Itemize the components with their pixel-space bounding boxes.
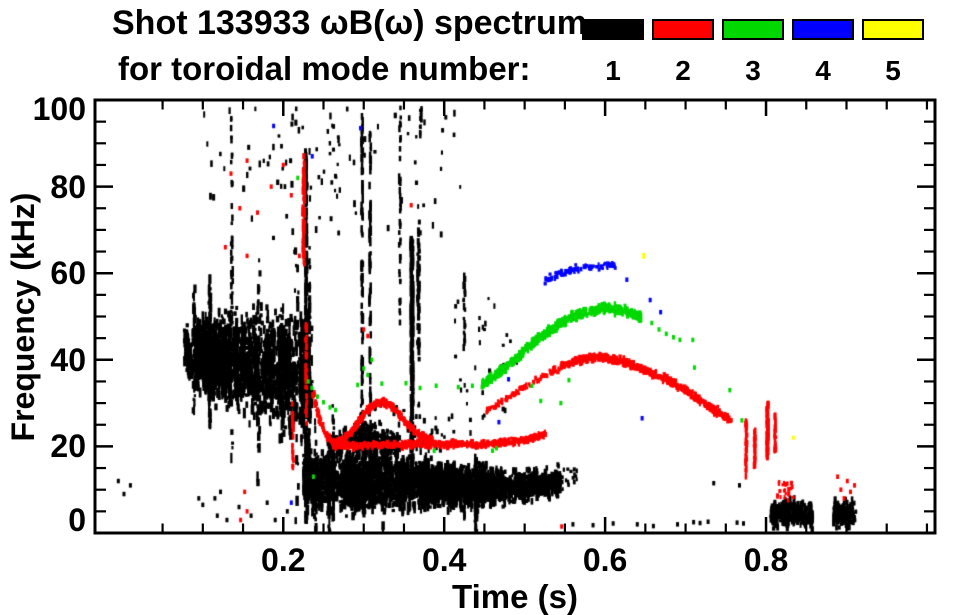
x-axis-title: Time (s) <box>452 578 578 615</box>
y-tick-label-20: 20 <box>50 428 86 465</box>
y-tick-label-60: 60 <box>50 255 86 292</box>
legend-swatch-n2 <box>652 19 714 40</box>
chart-subtitle: for toroidal mode number: <box>118 50 531 87</box>
y-tick-label-40: 40 <box>50 341 86 378</box>
chart-title: Shot 133933 ωB(ω) spectrum <box>112 4 588 42</box>
y-axis-title: Frequency (kHz) <box>5 192 41 442</box>
legend-swatch-n4 <box>792 19 854 40</box>
x-tick-label-0.4: 0.4 <box>421 542 467 578</box>
y-tick-label-0: 0 <box>68 502 86 538</box>
y-tick-label-80: 80 <box>50 168 86 205</box>
legend-swatches <box>582 19 932 40</box>
spectrum-data-canvas <box>95 100 935 533</box>
x-tick-label-0.8: 0.8 <box>743 542 789 578</box>
legend-swatch-n3 <box>722 19 784 40</box>
x-tick-label-0.6: 0.6 <box>582 542 628 578</box>
y-tick-label-100: 100 <box>32 91 86 127</box>
legend-number-n3: 3 <box>745 55 761 86</box>
legend-number-n4: 4 <box>815 55 831 86</box>
legend-number-n5: 5 <box>885 55 901 86</box>
x-tick-label-0.2: 0.2 <box>261 542 306 578</box>
legend-number-n2: 2 <box>675 55 691 86</box>
legend-swatch-n1 <box>582 19 644 40</box>
legend-number-n1: 1 <box>605 55 621 86</box>
legend-swatch-n5 <box>862 19 924 40</box>
legend-mode-numbers: 1 2 3 4 5 <box>582 55 932 87</box>
